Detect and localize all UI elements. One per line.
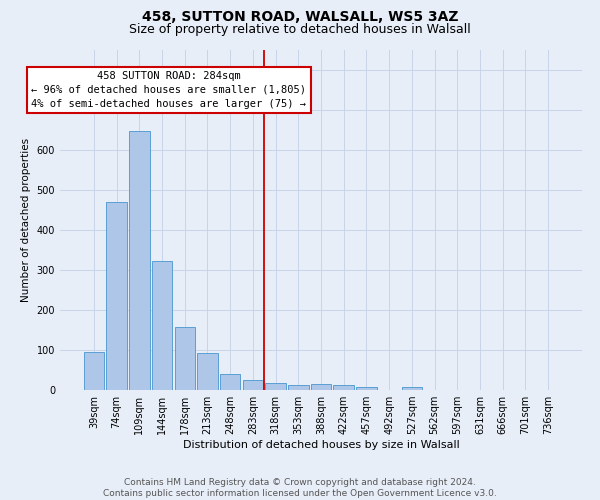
- Bar: [265, 383, 286, 390]
- Bar: [242, 380, 263, 390]
- Bar: [152, 261, 172, 390]
- Bar: [129, 131, 149, 390]
- Bar: [356, 387, 377, 390]
- Bar: [84, 352, 104, 390]
- Text: 458 SUTTON ROAD: 284sqm
← 96% of detached houses are smaller (1,805)
4% of semi-: 458 SUTTON ROAD: 284sqm ← 96% of detache…: [31, 71, 307, 109]
- Bar: [106, 202, 127, 390]
- X-axis label: Distribution of detached houses by size in Walsall: Distribution of detached houses by size …: [182, 440, 460, 450]
- Bar: [288, 385, 308, 390]
- Bar: [334, 385, 354, 390]
- Bar: [220, 374, 241, 390]
- Bar: [401, 387, 422, 390]
- Bar: [311, 384, 331, 390]
- Bar: [197, 353, 218, 390]
- Bar: [175, 327, 195, 390]
- Text: 458, SUTTON ROAD, WALSALL, WS5 3AZ: 458, SUTTON ROAD, WALSALL, WS5 3AZ: [142, 10, 458, 24]
- Y-axis label: Number of detached properties: Number of detached properties: [21, 138, 31, 302]
- Text: Size of property relative to detached houses in Walsall: Size of property relative to detached ho…: [129, 22, 471, 36]
- Text: Contains HM Land Registry data © Crown copyright and database right 2024.
Contai: Contains HM Land Registry data © Crown c…: [103, 478, 497, 498]
